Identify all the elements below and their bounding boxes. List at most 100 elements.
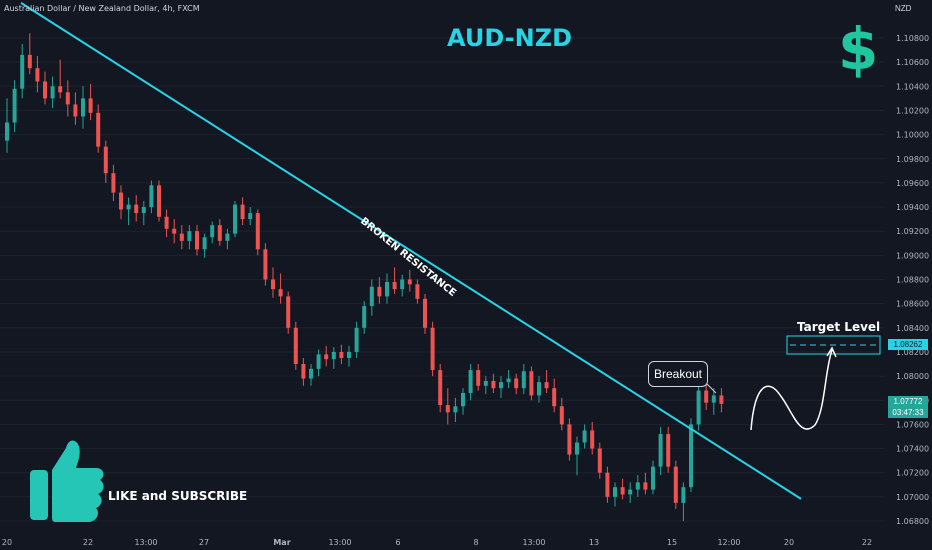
candle (164, 209, 169, 238)
price-tick-label: 1.08200 (896, 348, 929, 357)
time-tick-label: 13:00 (134, 538, 157, 547)
candle (88, 83, 93, 121)
candle (362, 301, 367, 334)
candle (354, 321, 359, 358)
candle (240, 197, 245, 226)
candle (293, 321, 298, 371)
dollar-icon: $ (838, 15, 879, 83)
price-tick-label: 1.06800 (896, 517, 929, 526)
price-tick-label: 1.08600 (896, 300, 929, 309)
candle (651, 460, 655, 495)
candle (126, 197, 131, 226)
time-tick-label: Mar (273, 538, 290, 547)
price-tick-label: 1.07400 (896, 445, 929, 454)
candle (316, 349, 321, 377)
target-zone (786, 335, 881, 355)
time-tick-label: 20 (784, 538, 794, 547)
candle (12, 80, 17, 133)
time-axis[interactable]: 20 22 13:00 27 Mar 13:00 6 8 13:00 13 15 12:00 20 22 (2, 538, 872, 547)
time-tick-label: 27 (199, 538, 209, 547)
candle (567, 418, 572, 461)
candle (590, 421, 595, 455)
candle (506, 370, 511, 389)
time-tick-label: 22 (83, 538, 93, 547)
candle (605, 466, 610, 503)
candle (278, 273, 283, 304)
candle (111, 164, 116, 202)
candle (499, 376, 503, 398)
candle (719, 388, 724, 413)
candle (438, 364, 443, 413)
broken-resistance-trendline (20, 2, 802, 500)
candle (514, 373, 519, 395)
candle (263, 243, 268, 286)
candle (635, 475, 640, 497)
target-level-label: Target Level (797, 320, 881, 334)
candle (96, 104, 101, 153)
candle (537, 376, 541, 403)
candle (225, 228, 230, 250)
grid (0, 37, 884, 522)
price-tick-label: 1.09600 (896, 179, 929, 188)
candle (141, 201, 146, 226)
candle (202, 233, 207, 258)
candle (172, 219, 177, 244)
symbol-description: Australian Dollar / New Zealand Dollar, … (4, 4, 200, 13)
breakout-callout: Breakout (648, 361, 708, 387)
candle (119, 185, 123, 220)
candle (324, 345, 329, 367)
candle (453, 397, 458, 422)
price-tick-label: 1.10200 (896, 106, 929, 115)
candle (711, 388, 716, 415)
price-tick-label: 1.10000 (896, 131, 929, 140)
chart-title: AUD-NZD (447, 24, 573, 52)
candle (134, 194, 139, 222)
price-tick-label: 1.07600 (896, 420, 929, 429)
candle (400, 274, 405, 297)
candle (149, 180, 154, 214)
price-tick-label: 1.10600 (896, 58, 929, 67)
candle (643, 472, 648, 495)
candle (217, 219, 222, 246)
time-tick-label: 8 (473, 538, 478, 547)
candle (58, 59, 63, 99)
candle (461, 388, 465, 415)
candle (491, 373, 496, 394)
time-tick-label: 13:00 (328, 538, 351, 547)
candle (392, 267, 397, 294)
candle (582, 424, 587, 449)
projection-arrow-head (826, 346, 837, 358)
candle (195, 225, 199, 256)
time-tick-label: 12:00 (717, 538, 740, 547)
price-tick-label: 1.10400 (896, 82, 929, 91)
candle (65, 80, 70, 117)
candle (233, 201, 237, 238)
candle (331, 347, 336, 369)
candle (483, 376, 488, 395)
candle (696, 385, 701, 431)
candle (423, 293, 427, 334)
candle (673, 460, 678, 509)
candle (666, 426, 671, 473)
candle (27, 33, 32, 75)
candle (430, 321, 435, 377)
thumbs-up-icon (30, 440, 104, 522)
candle (73, 92, 78, 125)
candle (271, 267, 275, 298)
like-subscribe-text: LIKE and SUBSCRIBE (108, 489, 248, 503)
candle (415, 279, 420, 304)
axis-currency: NZD (895, 4, 912, 13)
price-tick-label: 1.10800 (896, 34, 929, 43)
broken-resistance-label: BROKEN RESISTANCE (358, 216, 458, 299)
price-axis[interactable]: 1.10800 1.10600 1.10400 1.10200 1.10000 1.098… (896, 34, 929, 526)
candle (179, 225, 184, 250)
candle (339, 344, 344, 365)
candle (347, 345, 351, 367)
candle (35, 56, 40, 93)
candle (5, 98, 9, 153)
candle (544, 370, 549, 394)
candle (157, 180, 161, 222)
candle (301, 357, 306, 386)
price-tick-label: 1.07200 (896, 469, 929, 478)
